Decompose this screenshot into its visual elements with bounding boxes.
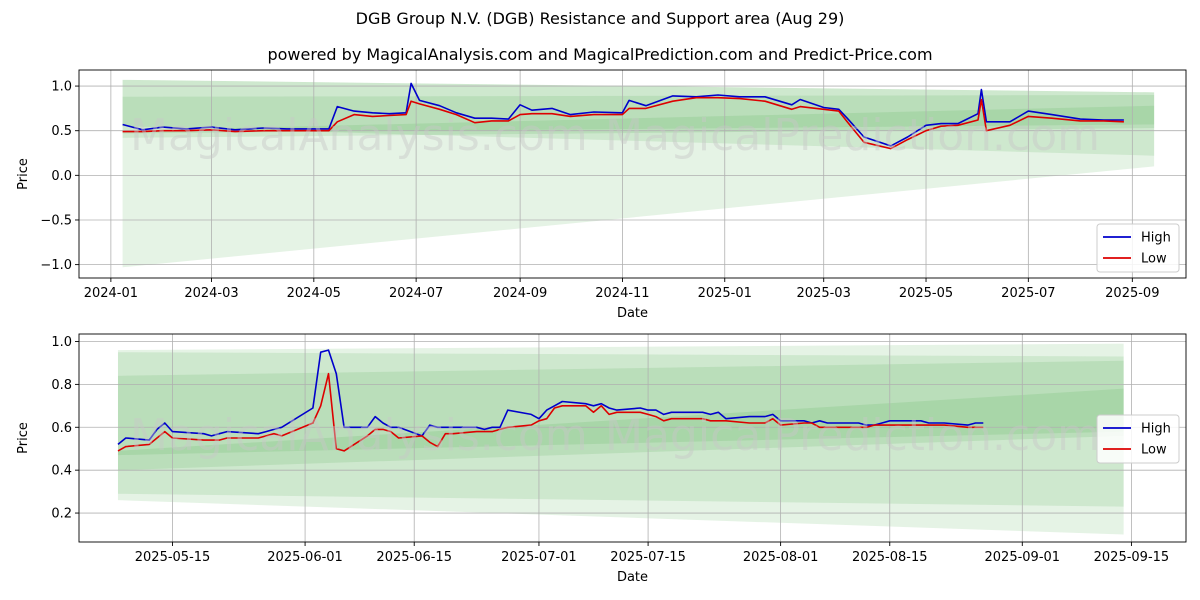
y-tick-label: 0.8 [51, 378, 72, 393]
support-resistance-band [117, 360, 1124, 471]
support-resistance-band [122, 94, 1155, 138]
x-tick-label: 2025-05-15 [135, 550, 211, 565]
legend: High Low [1096, 223, 1180, 273]
y-tick-label: −0.5 [40, 213, 72, 228]
y-tick-label: 1.0 [51, 335, 72, 350]
plot-area [79, 334, 1186, 542]
series-line-low [122, 96, 1124, 150]
support-resistance-band [122, 79, 1155, 268]
y-tick-label: 0.2 [51, 507, 72, 522]
legend-box [1096, 223, 1180, 273]
plot-frame [78, 69, 1187, 279]
x-tick-label: 2024-09 [493, 286, 547, 301]
x-tick-label: 2025-08-15 [852, 550, 928, 565]
legend-label-high: High [1141, 422, 1171, 437]
chart-panel-1: MagicalAnalysis.com MagicalPrediction.com… [16, 69, 1187, 321]
legend-box [1096, 414, 1180, 464]
y-axis-label: Price [16, 158, 31, 190]
x-axis-label: Date [617, 306, 648, 321]
series-line-high [117, 349, 984, 446]
x-tick-label: 2025-09-15 [1094, 550, 1170, 565]
x-tick-label: 2024-01 [84, 286, 138, 301]
x-tick-label: 2025-07-01 [501, 550, 577, 565]
series-line-low [117, 372, 984, 452]
x-tick-label: 2025-06-01 [267, 550, 343, 565]
x-tick-label: 2024-05 [287, 286, 341, 301]
x-tick-label: 2025-07 [1001, 286, 1055, 301]
y-tick-label: 0.0 [51, 169, 72, 184]
y-tick-label: −1.0 [40, 258, 72, 273]
legend-label-low: Low [1141, 443, 1167, 458]
series-line-high [122, 82, 1124, 147]
watermark: MagicalAnalysis.com [130, 410, 588, 461]
x-tick-label: 2025-09-01 [985, 550, 1061, 565]
legend: High Low [1096, 414, 1180, 464]
watermark: MagicalPrediction.com [605, 410, 1100, 461]
legend-label-low: Low [1141, 252, 1167, 267]
support-resistance-band [122, 79, 1155, 156]
support-resistance-band [117, 352, 1124, 507]
x-axis-label: Date [617, 570, 648, 585]
y-tick-label: 1.0 [51, 80, 72, 95]
y-tick-label: 0.5 [51, 124, 72, 139]
support-resistance-band [122, 105, 1155, 134]
y-tick-label: 0.4 [51, 464, 72, 479]
x-tick-label: 2024-03 [184, 286, 238, 301]
x-tick-label: 2025-06-15 [376, 550, 452, 565]
support-resistance-band [117, 343, 1124, 535]
x-tick-label: 2024-11 [595, 286, 649, 301]
chart-subtitle: powered by MagicalAnalysis.com and Magic… [267, 45, 933, 64]
watermark: MagicalAnalysis.com [130, 110, 588, 161]
x-tick-label: 2025-09 [1105, 286, 1159, 301]
y-tick-label: 0.6 [51, 421, 72, 436]
support-resistance-band [117, 388, 1124, 456]
plot-area [79, 70, 1186, 278]
plot-frame [78, 333, 1187, 543]
x-tick-label: 2025-03 [797, 286, 851, 301]
legend-label-high: High [1141, 231, 1171, 246]
y-axis-label: Price [16, 422, 31, 454]
x-tick-label: 2025-07-15 [610, 550, 686, 565]
x-tick-label: 2025-05 [899, 286, 953, 301]
chart-title: DGB Group N.V. (DGB) Resistance and Supp… [355, 9, 845, 28]
x-tick-label: 2025-08-01 [743, 550, 819, 565]
x-tick-label: 2024-07 [389, 286, 443, 301]
chart-panel-2: MagicalAnalysis.com MagicalPrediction.com… [16, 333, 1187, 585]
watermark: MagicalPrediction.com [605, 110, 1100, 161]
x-tick-label: 2025-01 [698, 286, 752, 301]
